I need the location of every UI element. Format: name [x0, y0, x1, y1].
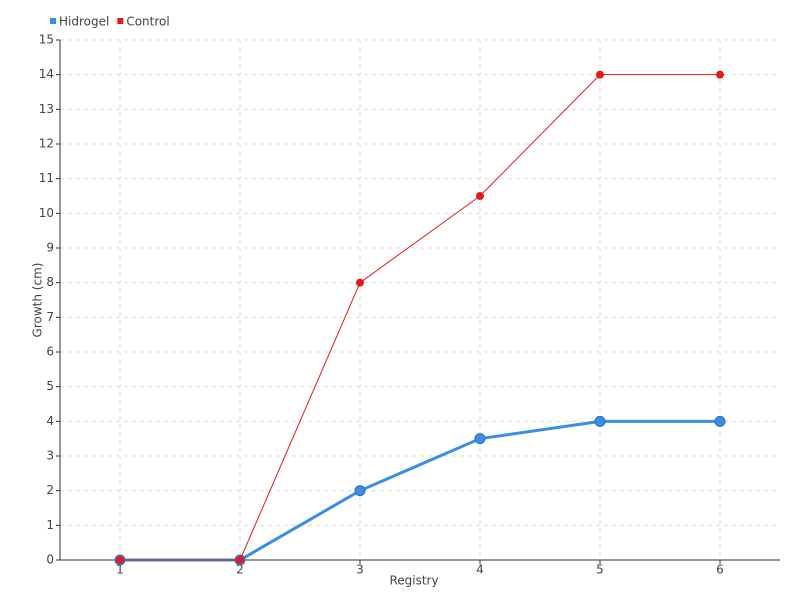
- series-line: [120, 74, 720, 561]
- data-point: [354, 485, 366, 497]
- y-tick-label: 8: [46, 275, 54, 289]
- y-tick-label: 7: [46, 310, 54, 324]
- data-point: [116, 556, 124, 564]
- data-point: [716, 70, 724, 79]
- y-tick-label: 15: [39, 33, 54, 47]
- data-point: [236, 556, 244, 564]
- x-tick-label: 5: [596, 563, 604, 577]
- legend-label: Hidrogel: [59, 15, 109, 29]
- y-tick-label: 6: [46, 345, 54, 359]
- data-point: [714, 415, 726, 427]
- y-tick-label: 2: [46, 483, 54, 497]
- x-tick-label: 2: [236, 563, 244, 577]
- y-tick-label: 9: [46, 241, 54, 255]
- y-tick-label: 1: [46, 518, 54, 532]
- legend-label: Control: [126, 15, 169, 29]
- x-axis-label: Registry: [389, 574, 438, 588]
- y-tick-label: 13: [39, 102, 54, 116]
- data-point: [476, 192, 484, 200]
- y-tick-label: 4: [46, 414, 54, 428]
- y-tick-label: 12: [39, 137, 54, 151]
- y-tick-label: 0: [46, 553, 54, 567]
- legend-swatch: [117, 18, 124, 24]
- y-axis-label: Growth (cm): [31, 263, 45, 338]
- y-tick-label: 5: [46, 379, 54, 393]
- x-tick-label: 1: [116, 563, 124, 577]
- x-tick-label: 6: [716, 563, 724, 577]
- data-point: [596, 70, 604, 79]
- y-tick-label: 10: [39, 206, 54, 220]
- y-tick-label: 11: [39, 171, 54, 185]
- x-tick-label: 4: [476, 563, 484, 577]
- x-tick-label: 3: [356, 563, 364, 577]
- y-tick-label: 3: [46, 449, 54, 463]
- legend-swatch: [50, 18, 56, 24]
- data-point: [474, 433, 486, 445]
- y-tick-label: 14: [39, 67, 54, 81]
- data-point: [594, 415, 606, 427]
- data-point: [356, 278, 364, 287]
